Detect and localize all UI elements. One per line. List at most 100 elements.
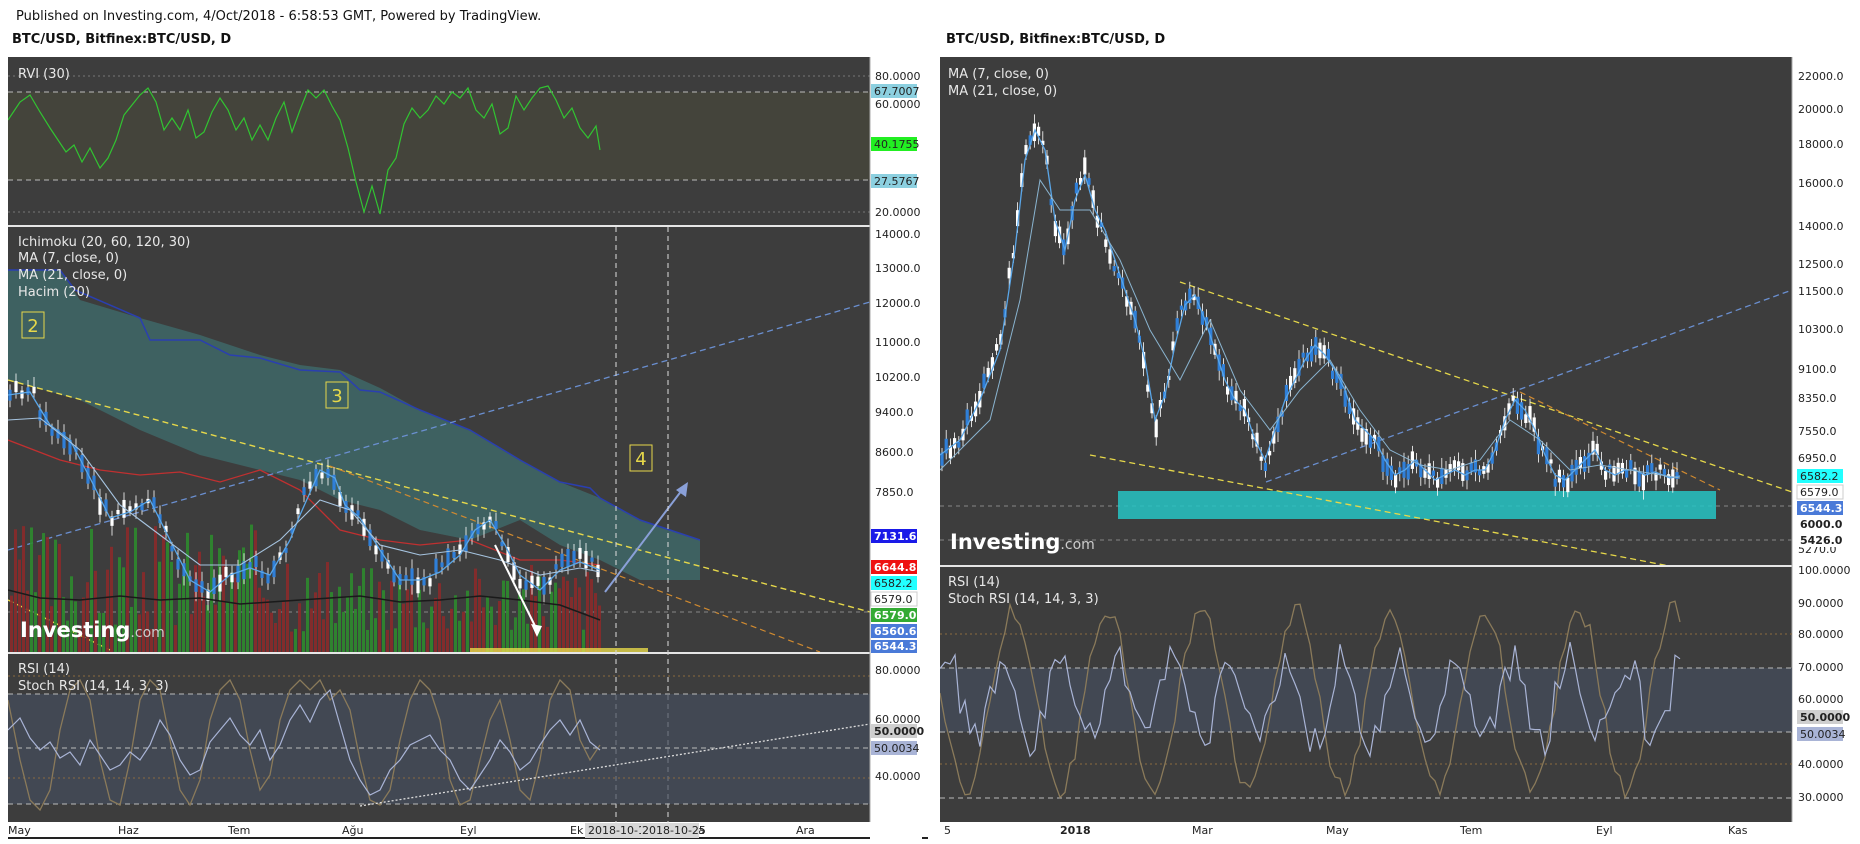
volume-bar [446,628,449,652]
tag-price: 7131.6 [874,530,917,543]
ichimoku-label: Ichimoku (20, 60, 120, 30) [18,235,190,250]
candle [332,474,336,490]
ma7-label: MA (7, close, 0) [18,251,119,266]
volume-bar [366,629,369,652]
candle [1238,405,1242,412]
candle [1234,390,1238,404]
volume-bar [50,606,53,652]
tick: 9100.0 [1798,363,1837,376]
rsi-line [8,688,601,796]
volume-bar [538,576,541,652]
candle [1259,456,1263,461]
stoch-rsi-line-right [940,600,1681,800]
candle [74,446,78,452]
volume-bar [62,597,65,652]
candle [1293,368,1297,383]
volume-bar [154,526,157,652]
candle [1520,402,1524,420]
candle [1083,157,1087,175]
volume-bar [194,565,197,652]
tick: 13000.0 [875,262,921,275]
candle [995,344,999,351]
ma-7-line-right [940,128,1681,481]
volume-bar [86,582,89,652]
candle [1255,432,1259,447]
volume-bar [170,561,173,652]
candle [62,431,66,449]
candle [1587,452,1591,466]
candle [1226,386,1230,395]
candle [428,578,432,587]
x-tick: Ara [796,824,815,837]
candle [1150,403,1154,414]
volume-bar [414,627,417,652]
candle [1625,469,1629,478]
volume-bar [42,533,45,652]
candle [1528,406,1532,423]
right-price-axis[interactable] [1792,57,1848,839]
candle [1373,434,1377,441]
candle [224,566,228,578]
candle [296,508,300,515]
candle [1444,469,1448,478]
right-price-panel[interactable] [940,57,1792,565]
candle [20,390,24,399]
candle [1591,440,1595,455]
volume-bar [390,580,393,652]
candle [1158,400,1162,409]
volume-bar [162,534,165,652]
volume-bar [54,539,57,652]
candle [122,499,126,518]
volume-bar [582,629,585,652]
candle [482,522,486,530]
volume-bar [514,617,517,652]
volume-bar [334,623,337,652]
tick: 60.0000 [875,713,921,726]
tag-price: 6579.0 [874,609,917,622]
candle [948,445,952,459]
candle [212,577,216,595]
candle [1457,461,1461,471]
candle [308,481,312,489]
volume-bar [282,601,285,652]
candle [1574,459,1578,475]
candle [560,553,564,567]
x-tick: May [1326,824,1349,837]
volume-bar [206,605,209,652]
candle [506,547,510,563]
volume-bar [166,542,169,652]
volume-bar [242,547,245,652]
date-tag-1: 2018-10-1 [588,824,645,837]
candle [1142,351,1146,369]
candle [1394,474,1398,488]
candle [1297,358,1301,376]
candle [1515,398,1519,414]
volume-bar [190,614,193,652]
candle [518,578,522,589]
volume-bar [114,624,117,652]
candle [1335,371,1339,383]
candle [230,572,234,583]
candle [1658,464,1662,470]
candle [1381,455,1385,472]
volume-bar [454,595,457,652]
ichimoku-cloud [8,270,700,580]
volume-bar [574,577,577,652]
wave-label-2: 2 [27,316,38,337]
candle [1091,190,1095,208]
right-stoch-rsi-label: Stoch RSI (14, 14, 3, 3) [948,592,1099,607]
rvi-label: RVI (30) [18,67,70,82]
candle [1188,288,1192,304]
candle [1486,464,1490,473]
volume-bar [134,527,137,652]
ma-7-line [8,391,601,593]
tag-rsi-right: 50.0034 [1800,728,1846,741]
volume-bar [262,597,265,652]
candle [368,529,372,547]
volume-bar [546,626,549,652]
candle [1322,345,1326,359]
tick: 7850.0 [875,486,914,499]
tick: 40.0000 [1798,758,1844,771]
volume-bar [178,583,181,652]
candle [990,357,994,371]
